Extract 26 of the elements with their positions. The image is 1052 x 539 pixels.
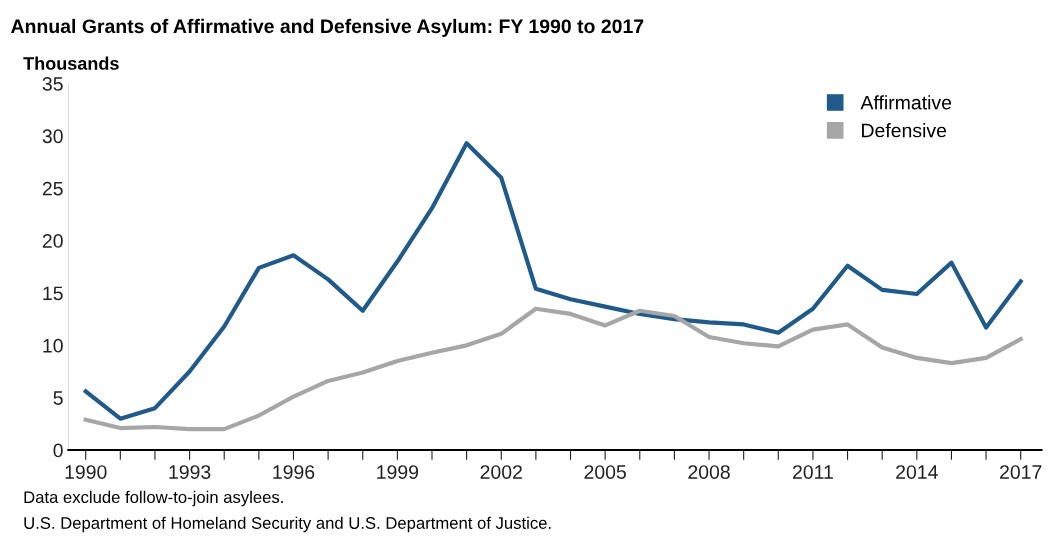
x-tick-label: 2014	[896, 465, 938, 479]
y-tick-label: 30	[42, 129, 63, 144]
x-tick-label: 2017	[1000, 465, 1042, 479]
y-tick-label: 10	[43, 338, 63, 353]
legend-label: Defensive	[862, 123, 947, 138]
x-tick-label: 1996	[273, 465, 315, 479]
text: U.S. Department of Homeland Security and U.S. Department of Justice.	[24, 516, 551, 533]
y-tick-label: 25	[42, 181, 63, 196]
x-tick-label: 1990	[65, 465, 107, 479]
x-tick-label: 2002	[480, 465, 522, 479]
text: Data exclude follow-to-join asylees.	[24, 490, 283, 507]
line-series	[83, 306, 1023, 432]
x-tick-label: 2011	[792, 465, 833, 479]
x-tick-label: 2008	[688, 465, 730, 479]
y-tick-label: 15	[43, 286, 63, 301]
y-tick-label: 0	[53, 443, 63, 458]
x-tick-label: 1999	[377, 465, 419, 479]
y-axis-title: Thousands	[23, 56, 119, 70]
x-tick-label: 1993	[169, 465, 211, 479]
y-tick-label: 35	[42, 77, 63, 91]
y-tick-label: 20	[42, 234, 63, 248]
legend-label: Affirmative	[860, 95, 952, 110]
chart-title: Annual Grants of Affirmative and Defensive Asylum: FY 1990 to 2017	[11, 18, 644, 37]
line-series	[83, 141, 1023, 421]
x-tick-label: 2005	[584, 465, 626, 479]
y-tick-label: 5	[53, 391, 63, 405]
